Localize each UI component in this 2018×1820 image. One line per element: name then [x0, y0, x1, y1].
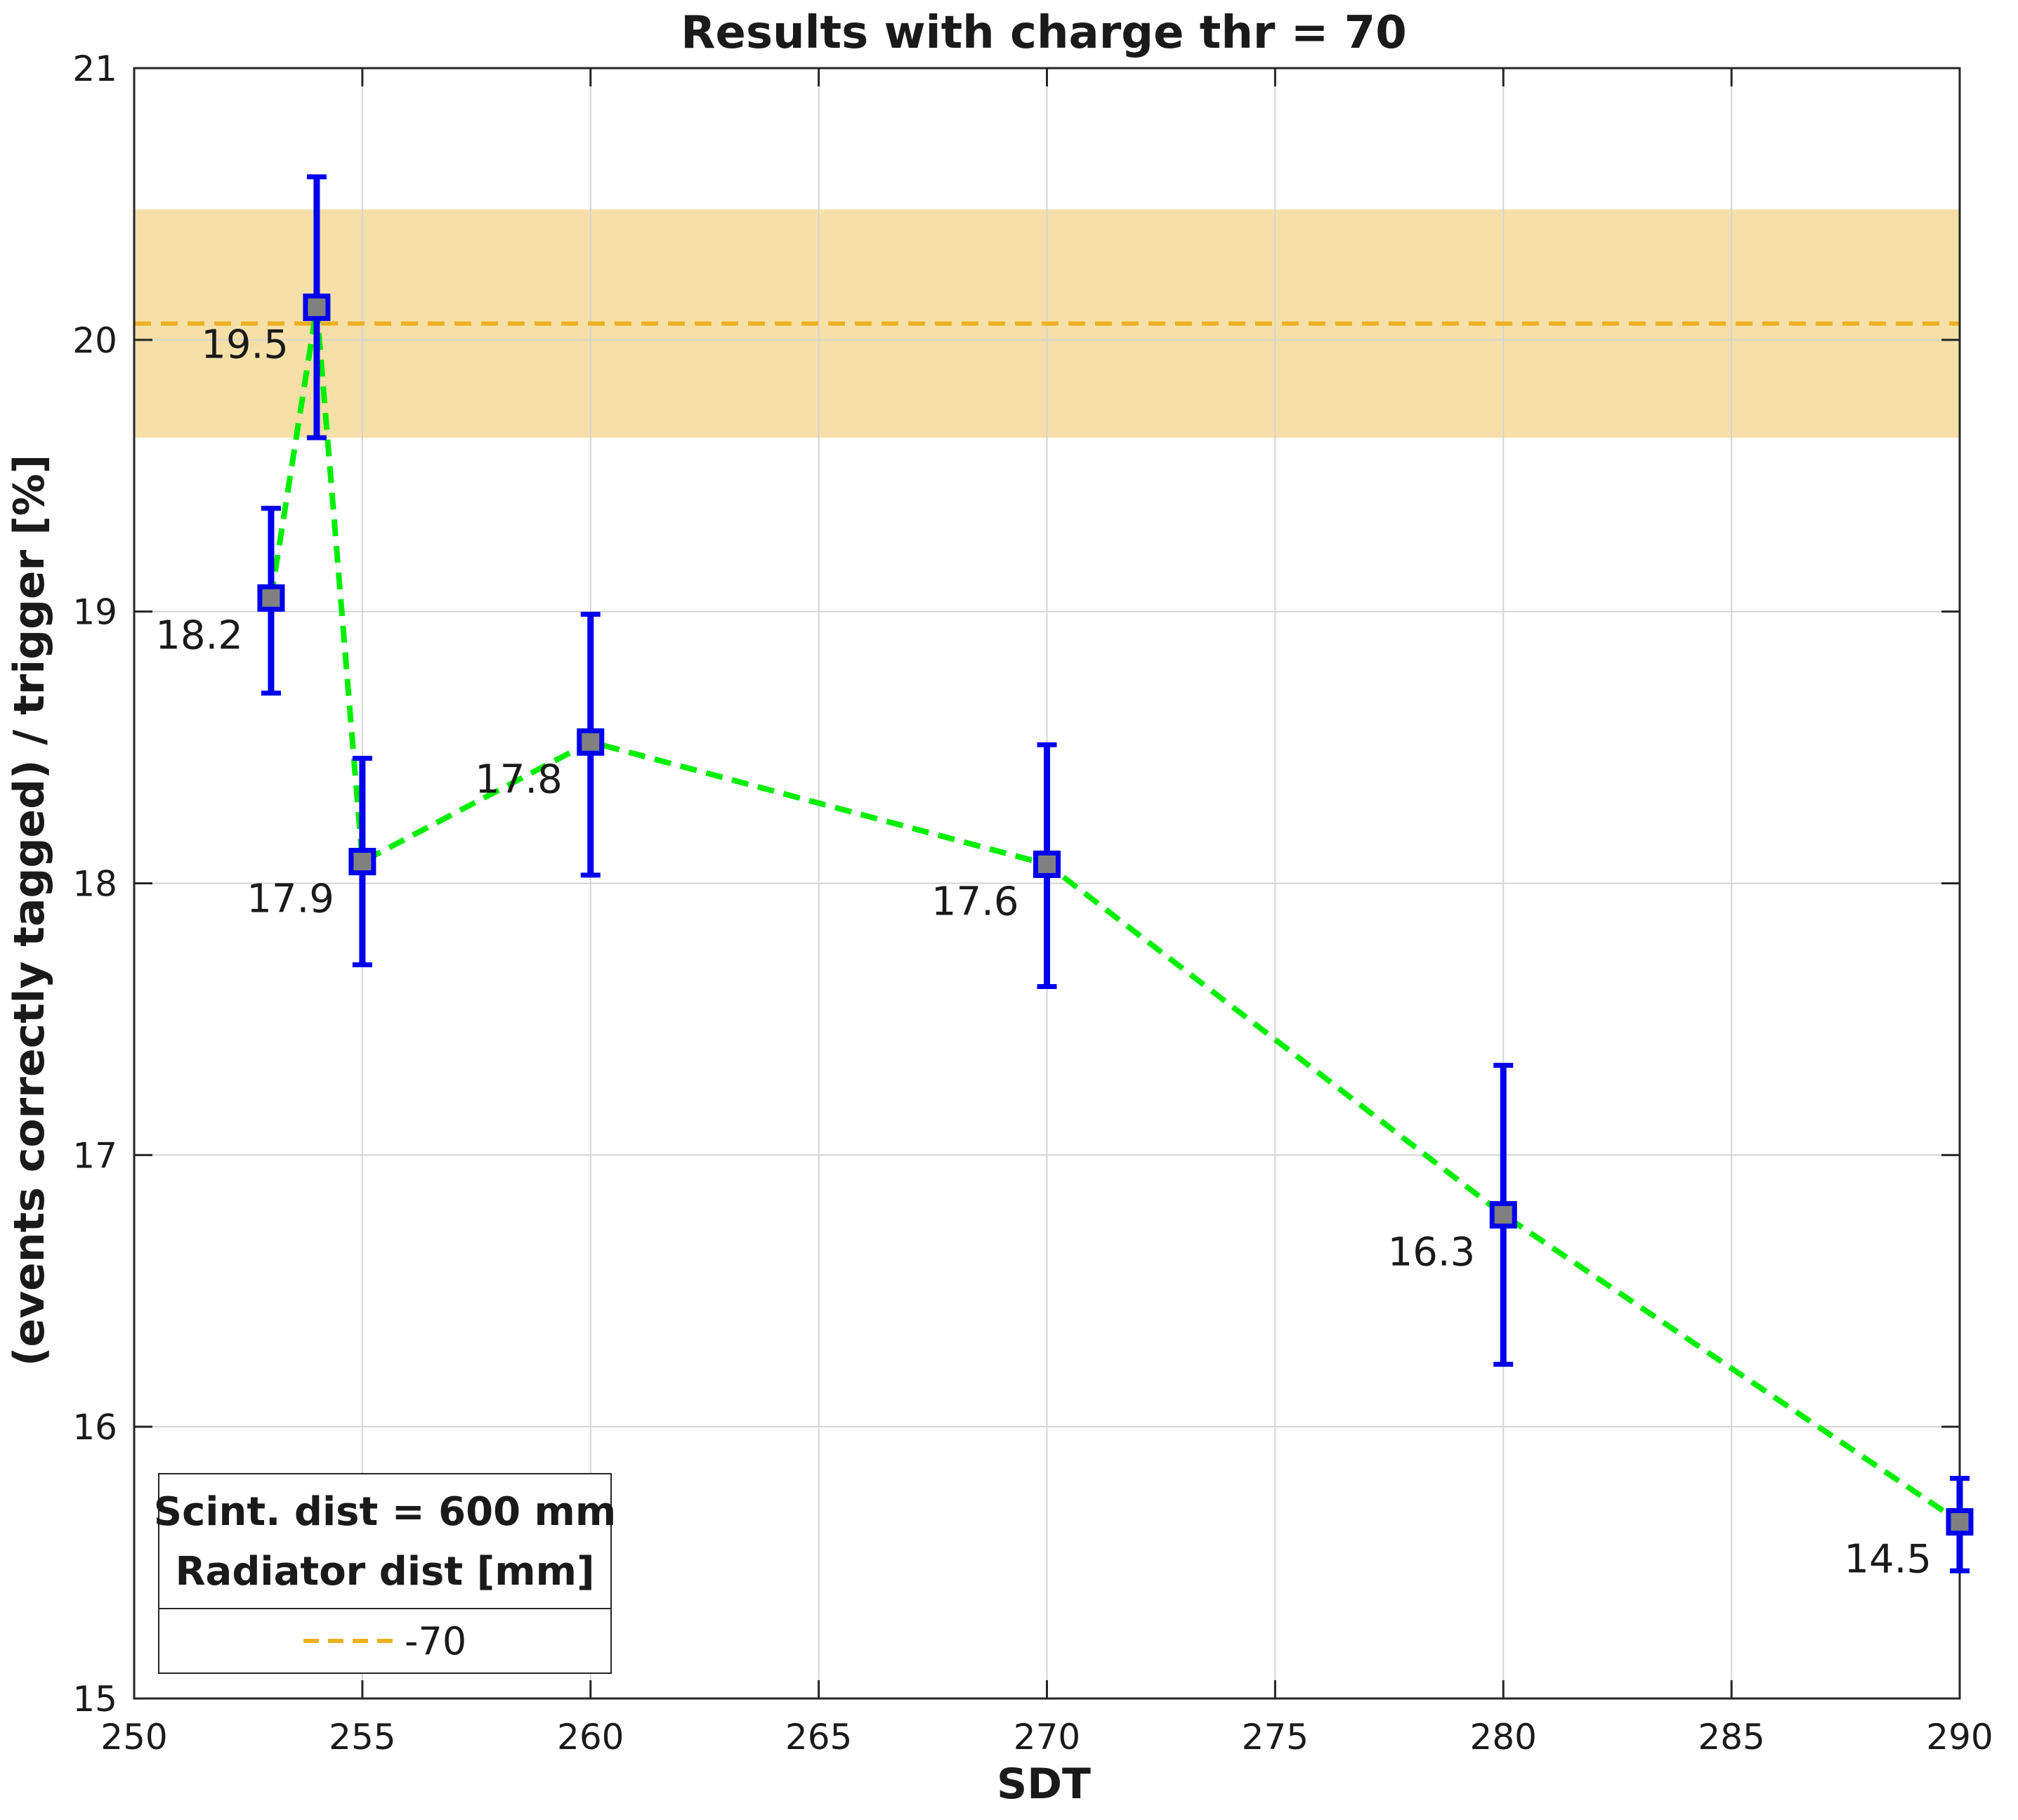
y-tick-label-0: 15 [72, 1679, 117, 1720]
data-label-2: 17.9 [247, 877, 334, 922]
y-tick-label-5: 20 [72, 320, 117, 361]
data-label-3: 17.8 [475, 757, 563, 802]
legend: Scint. dist = 600 mm Radiator dist [mm] … [154, 1473, 617, 1674]
x-tick-label-5: 275 [1242, 1717, 1309, 1757]
data-point-3 [577, 728, 605, 756]
x-tick-label-3: 265 [785, 1717, 852, 1757]
data-point-2 [348, 848, 376, 876]
x-tick-label-2: 260 [557, 1717, 624, 1757]
y-tick-label-2: 17 [72, 1135, 117, 1176]
x-tick-label-6: 280 [1470, 1717, 1537, 1757]
y-tick-label-3: 18 [72, 864, 117, 905]
x-tick-label-0: 250 [100, 1717, 167, 1757]
data-point-1 [303, 293, 331, 321]
y-axis-label: (events correctly tagged) / trigger [%] [5, 454, 54, 1366]
y-tick-label-1: 16 [72, 1407, 117, 1448]
y-tick-label-4: 19 [72, 592, 117, 633]
x-tick-label-8: 290 [1926, 1717, 1993, 1757]
data-label-6: 14.5 [1844, 1537, 1932, 1583]
legend-title-line-1: Scint. dist = 600 mm [154, 1489, 617, 1535]
x-axis-label: SDT [997, 1760, 1091, 1809]
data-point-6 [1946, 1508, 1974, 1536]
data-label-1: 19.5 [201, 322, 289, 367]
data-label-5: 16.3 [1388, 1229, 1476, 1275]
y-tick-label-6: 21 [72, 48, 117, 89]
legend-entry-reference: -70 [405, 1619, 466, 1663]
x-tick-label-4: 270 [1014, 1717, 1080, 1757]
data-label-4: 17.6 [931, 879, 1019, 924]
x-tick-label-7: 285 [1698, 1717, 1764, 1757]
x-tick-label-1: 255 [329, 1717, 395, 1757]
plot-area: 250 255 260 265 270 275 280 285 290 15 16 17 18 19 20 2… [72, 48, 1993, 1757]
data-point-0 [257, 584, 285, 612]
legend-title-line-2: Radiator dist [mm] [175, 1549, 594, 1595]
data-point-5 [1489, 1200, 1517, 1229]
data-point-4 [1033, 850, 1061, 878]
data-label-0: 18.2 [155, 613, 243, 658]
chart-title: Results with charge thr = 70 [681, 7, 1406, 59]
